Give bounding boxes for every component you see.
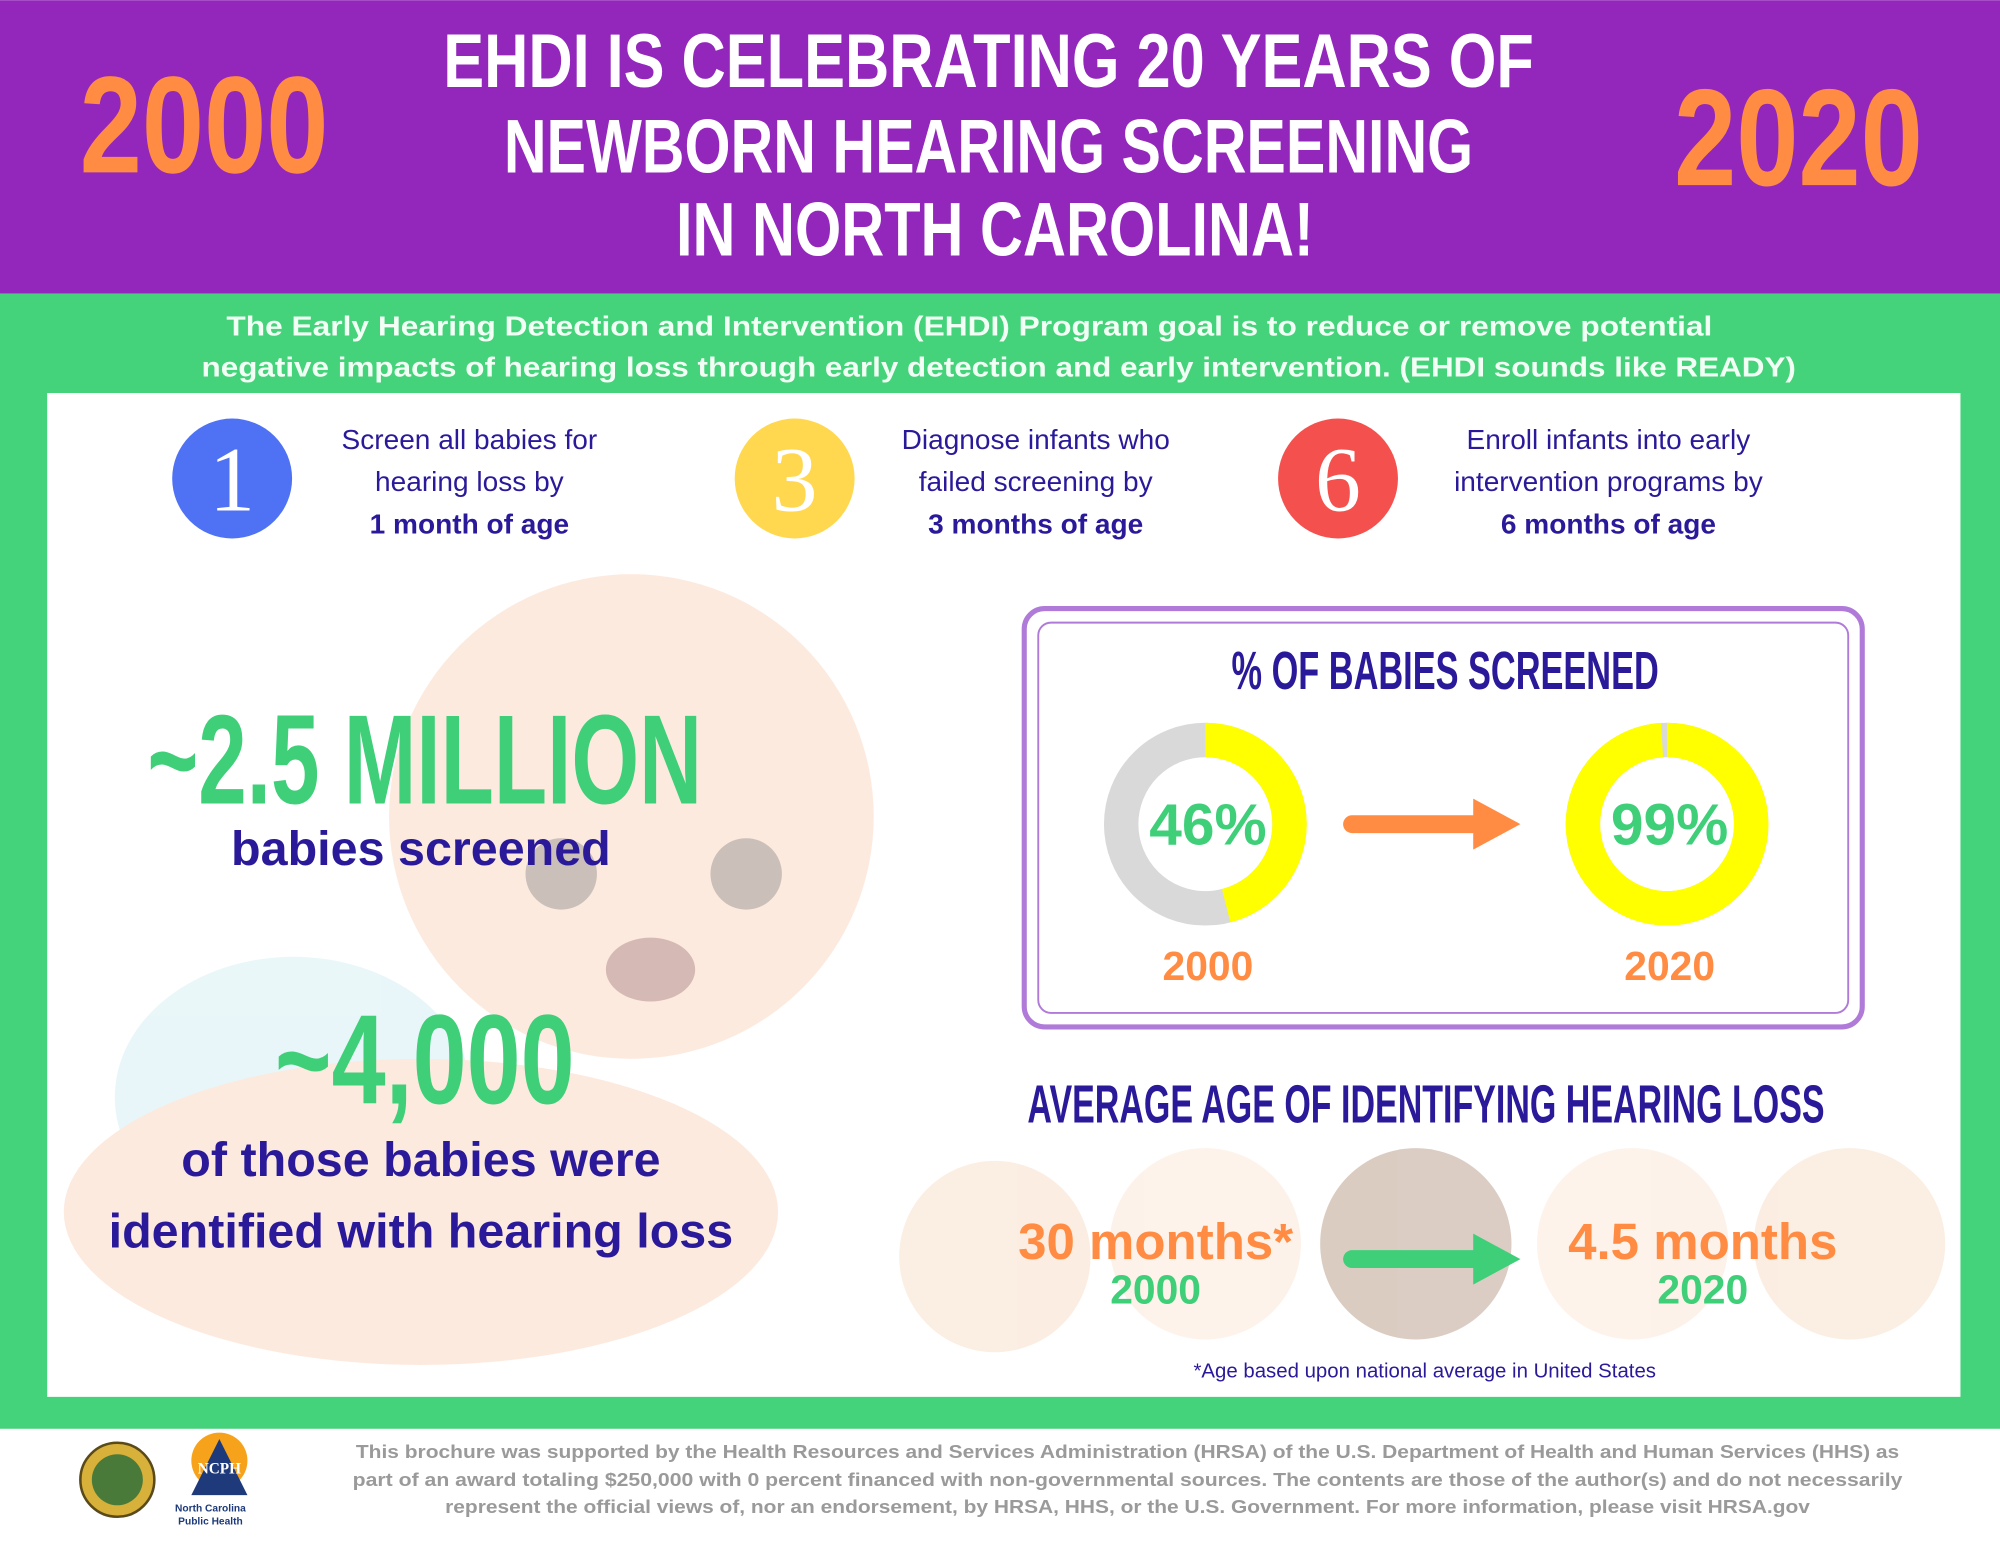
goal-text: Diagnose infants who xyxy=(902,424,1170,455)
stat-text: of those babies were xyxy=(181,1133,660,1187)
donut-label: 46% xyxy=(1149,793,1266,858)
age-year: 2000 xyxy=(1110,1267,1201,1313)
screened-box-inner xyxy=(1037,621,1850,1014)
title-line: IN NORTH CAROLINA! xyxy=(676,187,1314,272)
arrow-green xyxy=(1343,1233,1521,1285)
goal-text: Enroll infants into early xyxy=(1467,424,1751,455)
stat-figure: ~2.5 MILLION xyxy=(147,690,702,832)
title-line: EHDI IS CELEBRATING 20 YEARS OF xyxy=(443,19,1534,104)
donut-label: 99% xyxy=(1611,793,1728,858)
header-band xyxy=(0,0,2000,294)
intro-line: negative impacts of hearing loss through… xyxy=(202,351,1796,382)
screened-title: % OF BABIES SCREENED xyxy=(1232,642,1659,701)
intro-line: The Early Hearing Detection and Interven… xyxy=(226,311,1712,342)
footer-line: This brochure was supported by the Healt… xyxy=(356,1441,1899,1462)
footer-line: part of an award totaling $250,000 with … xyxy=(353,1469,1904,1490)
logo-text: North Carolina xyxy=(175,1504,246,1515)
age-label: 4.5 months xyxy=(1568,1213,1837,1270)
age-title: AVERAGE AGE OF IDENTIFYING HEARING LOSS xyxy=(1027,1076,1824,1135)
goal-number: 3 xyxy=(772,428,818,530)
goal-number: 6 xyxy=(1315,428,1361,530)
donuts: 46% 2000 99% 2020 xyxy=(1103,722,1769,989)
year-left: 2000 xyxy=(80,48,329,202)
goal-circle xyxy=(1278,418,1398,539)
donut-year: 2000 xyxy=(1163,943,1254,989)
goal-text: hearing loss by xyxy=(375,466,564,497)
donut-arc xyxy=(1103,722,1307,926)
logo-text: Public Health xyxy=(178,1516,243,1527)
logos: NCPH North Carolina Public Health xyxy=(79,1432,248,1527)
stat-figure: ~4,000 xyxy=(275,989,575,1131)
goal-text: intervention programs by xyxy=(1454,466,1763,497)
baby-illustration xyxy=(63,574,874,1365)
footnote: *Age based upon national average in Unit… xyxy=(1193,1361,1656,1383)
arrow-orange xyxy=(1343,798,1521,850)
stat-text: identified with hearing loss xyxy=(109,1205,734,1259)
donut-year: 2020 xyxy=(1624,943,1715,989)
screened-box xyxy=(1021,606,1865,1030)
goal-text: Screen all babies for xyxy=(342,424,598,455)
age-label: 30 months* xyxy=(1018,1213,1293,1270)
stat-text: babies screened xyxy=(231,822,611,876)
age-year: 2020 xyxy=(1657,1267,1748,1313)
goal-bold: 1 month of age xyxy=(370,508,569,539)
year-right: 2020 xyxy=(1674,61,1923,215)
logo-abbr: NCPH xyxy=(198,1460,241,1477)
goal-bold: 6 months of age xyxy=(1501,508,1716,539)
goal-text: failed screening by xyxy=(919,466,1153,497)
goal-circle xyxy=(172,418,293,539)
donut-arc xyxy=(1565,722,1769,926)
goal-bold: 3 months of age xyxy=(928,508,1143,539)
goal-circle xyxy=(734,418,855,539)
baby-faces xyxy=(899,1148,1946,1353)
title-line: NEWBORN HEARING SCREENING xyxy=(504,104,1473,189)
goals: 1 Screen all babies for hearing loss by 1 m… xyxy=(172,418,1763,539)
goal-number: 1 xyxy=(209,428,255,530)
footer-line: represent the official views of, nor an … xyxy=(445,1496,1811,1517)
